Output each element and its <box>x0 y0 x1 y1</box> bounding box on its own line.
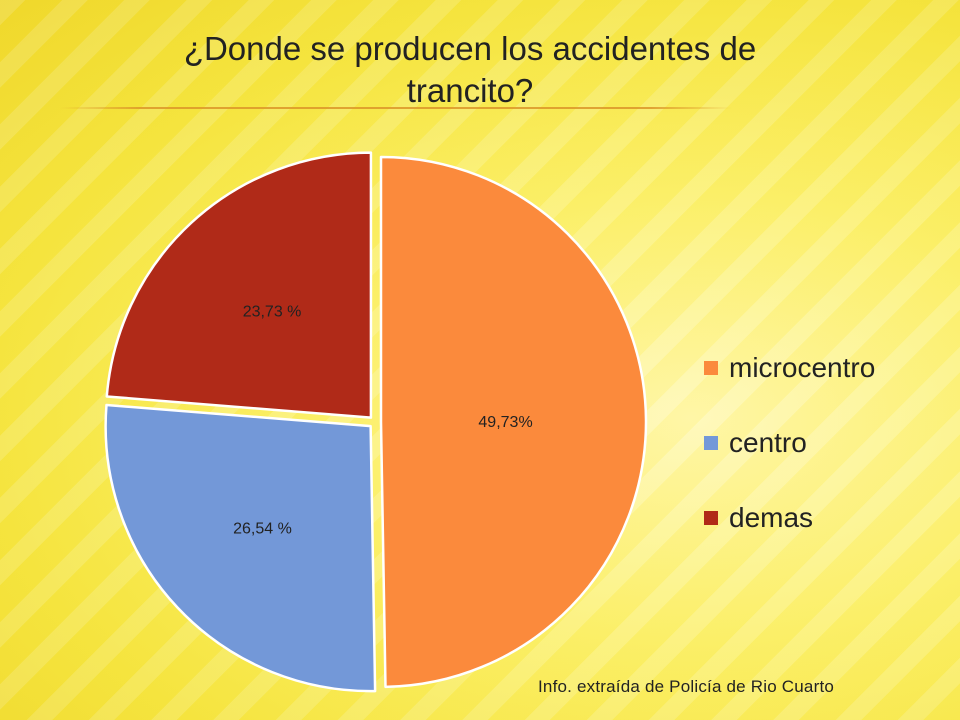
chart-legend: microcentro centro demas <box>704 348 924 573</box>
data-label-demas: 23,73 % <box>243 304 302 321</box>
legend-label-centro: centro <box>729 427 807 458</box>
data-label-centro: 26,54 % <box>233 521 292 538</box>
slide-title: ¿Donde se producen los accidentes de tra… <box>120 28 820 112</box>
legend-swatch-centro <box>704 436 718 450</box>
pie-slice-centro <box>104 403 377 693</box>
legend-label-demas: demas <box>729 502 814 533</box>
legend-item-centro: centro <box>704 423 924 463</box>
data-label-microcentro: 49,73% <box>478 414 532 431</box>
source-note: Info. extraída de Policía de Rio Cuarto <box>538 677 835 696</box>
title-underline <box>60 107 732 109</box>
legend-label-microcentro: microcentro <box>729 352 876 383</box>
pie-slice-microcentro <box>379 155 648 689</box>
legend-swatch-microcentro <box>704 361 718 375</box>
legend-swatch-demas <box>704 511 718 525</box>
pie-slice-demas <box>105 151 373 419</box>
legend-item-microcentro: microcentro <box>704 348 924 388</box>
legend-item-demas: demas <box>704 498 924 538</box>
slide-title-line-2: trancito? <box>406 72 534 109</box>
slide-title-line-1: ¿Donde se producen los accidentes de <box>183 30 757 67</box>
